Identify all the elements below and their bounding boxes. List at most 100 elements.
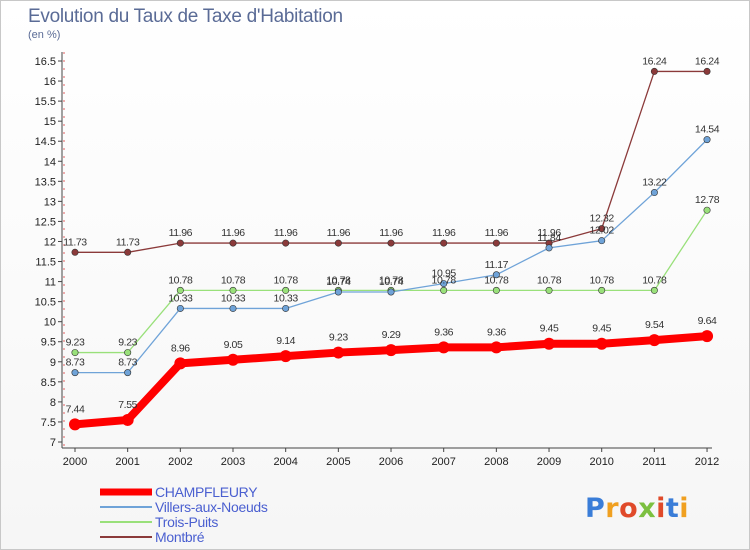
data-label-champfleury: 9.36 xyxy=(434,326,453,338)
data-point-montbr- xyxy=(650,67,658,75)
y-tick-label: 15.5 xyxy=(35,96,56,108)
y-tick-label: 7.5 xyxy=(41,417,56,429)
data-label-trois-puits: 10.78 xyxy=(274,274,299,286)
logo-letter: P xyxy=(585,493,605,524)
x-tick-label: 2006 xyxy=(379,456,403,468)
data-label-villers-aux-noeuds: 10.33 xyxy=(221,292,246,304)
y-tick-label: 9.5 xyxy=(41,337,56,349)
x-tick-label: 2002 xyxy=(168,456,192,468)
data-point-villers-aux-noeuds xyxy=(282,304,290,312)
chart-title: Evolution du Taux de Taxe d'Habitation xyxy=(28,6,343,27)
data-label-trois-puits: 10.78 xyxy=(432,274,457,286)
data-label-trois-puits: 10.78 xyxy=(326,274,351,286)
data-point-champfleury xyxy=(227,353,240,366)
x-tick-label: 2003 xyxy=(221,456,245,468)
legend: CHAMPFLEURYVillers-aux-NoeudsTrois-Puits… xyxy=(100,484,268,545)
data-label-montbr-: 11.73 xyxy=(116,236,140,248)
data-point-trois-puits xyxy=(440,286,448,294)
data-label-trois-puits: 10.78 xyxy=(168,274,193,286)
x-tick-label: 2011 xyxy=(643,456,667,468)
y-tick-label: 12 xyxy=(44,236,56,248)
data-label-champfleury: 9.23 xyxy=(329,332,348,344)
data-point-villers-aux-noeuds xyxy=(650,189,658,197)
data-point-villers-aux-noeuds xyxy=(124,369,132,377)
logo-letter: i xyxy=(656,493,666,524)
y-tick-label: 10.5 xyxy=(35,297,56,309)
y-tick-label: 11 xyxy=(45,277,56,289)
y-tick-label: 13 xyxy=(44,196,56,208)
logo-letter: x xyxy=(638,493,656,524)
data-label-villers-aux-noeuds: 13.22 xyxy=(642,177,667,189)
data-label-villers-aux-noeuds: 8.73 xyxy=(118,357,137,369)
data-point-villers-aux-noeuds xyxy=(229,304,237,312)
data-point-champfleury xyxy=(279,350,292,363)
y-tick-label: 16.5 xyxy=(35,56,56,68)
legend-label-villers-aux-noeuds: Villers-aux-Noeuds xyxy=(155,499,268,515)
data-label-villers-aux-noeuds: 10.95 xyxy=(432,268,457,280)
data-label-trois-puits: 10.78 xyxy=(590,274,615,286)
proxiti-logo: Proxiti xyxy=(585,493,689,524)
x-tick-label: 2005 xyxy=(326,456,350,468)
y-tick-label: 7 xyxy=(50,437,56,449)
data-point-trois-puits xyxy=(598,286,606,294)
data-point-champfleury xyxy=(701,330,714,343)
data-point-villers-aux-noeuds xyxy=(71,369,79,377)
series-layer xyxy=(69,67,714,431)
data-label-villers-aux-noeuds: 11.84 xyxy=(537,232,561,244)
data-point-champfleury xyxy=(121,413,134,426)
logo-letter: t xyxy=(666,493,679,524)
data-point-villers-aux-noeuds xyxy=(492,271,500,279)
data-label-montbr-: 11.96 xyxy=(327,227,351,239)
data-label-montbr-: 11.96 xyxy=(274,227,298,239)
data-label-villers-aux-noeuds: 14.54 xyxy=(695,124,720,136)
data-point-montbr- xyxy=(229,239,237,247)
axes: 7 7.5 8 8.5 9 9.5 10 10.5 11 11.5 12 12.5 13 13.5 14 14… xyxy=(35,52,719,468)
data-label-trois-puits: 10.78 xyxy=(379,274,404,286)
data-point-montbr- xyxy=(598,225,606,233)
y-tick-label: 8 xyxy=(50,397,56,409)
data-point-villers-aux-noeuds xyxy=(176,304,184,312)
legend-label-montbr-: Montbré xyxy=(155,529,205,545)
data-point-champfleury xyxy=(490,341,503,354)
data-label-trois-puits: 10.78 xyxy=(642,274,667,286)
data-label-montbr-: 11.96 xyxy=(537,227,561,239)
data-label-champfleury: 7.55 xyxy=(118,399,137,411)
data-label-villers-aux-noeuds: 10.33 xyxy=(168,292,193,304)
x-tick-label: 2000 xyxy=(63,456,87,468)
data-point-villers-aux-noeuds xyxy=(440,280,448,288)
data-label-champfleury: 9.45 xyxy=(592,323,611,335)
data-label-montbr-: 11.96 xyxy=(379,227,403,239)
unit-label: (en %) xyxy=(28,29,61,41)
data-point-montbr- xyxy=(440,239,448,247)
data-point-montbr- xyxy=(71,248,79,256)
data-point-villers-aux-noeuds xyxy=(334,288,342,296)
y-tick-label: 15 xyxy=(44,116,56,128)
data-label-villers-aux-noeuds: 12.02 xyxy=(590,225,615,237)
y-tick-label: 9 xyxy=(50,357,56,369)
y-tick-label: 13.5 xyxy=(35,176,56,188)
y-tick-label: 11.5 xyxy=(35,257,56,269)
data-label-champfleury: 9.05 xyxy=(224,339,243,351)
y-tick-label: 10 xyxy=(44,317,56,329)
data-point-montbr- xyxy=(387,239,395,247)
data-point-trois-puits xyxy=(124,349,132,357)
y-tick-label: 14.5 xyxy=(35,136,56,148)
data-point-montbr- xyxy=(124,248,132,256)
data-point-montbr- xyxy=(334,239,342,247)
y-tick-label: 14 xyxy=(44,156,56,168)
data-point-villers-aux-noeuds xyxy=(545,244,553,252)
y-tick-label: 16 xyxy=(44,76,56,88)
logo-letter: o xyxy=(619,493,638,524)
data-point-villers-aux-noeuds xyxy=(387,288,395,296)
data-point-champfleury xyxy=(332,346,345,359)
data-label-montbr-: 16.24 xyxy=(695,55,720,67)
data-label-montbr-: 12.32 xyxy=(590,213,615,225)
data-label-montbr-: 11.96 xyxy=(432,227,456,239)
y-tick-label: 8.5 xyxy=(41,377,56,389)
logo-letter: r xyxy=(605,493,619,524)
data-labels: 11.73 11.73 11.96 11.96 11.96 11.96 11.96 11.96… xyxy=(63,55,720,415)
data-label-villers-aux-noeuds: 8.73 xyxy=(66,357,85,369)
y-tick-label: 12.5 xyxy=(35,216,56,228)
data-point-champfleury xyxy=(69,418,81,431)
